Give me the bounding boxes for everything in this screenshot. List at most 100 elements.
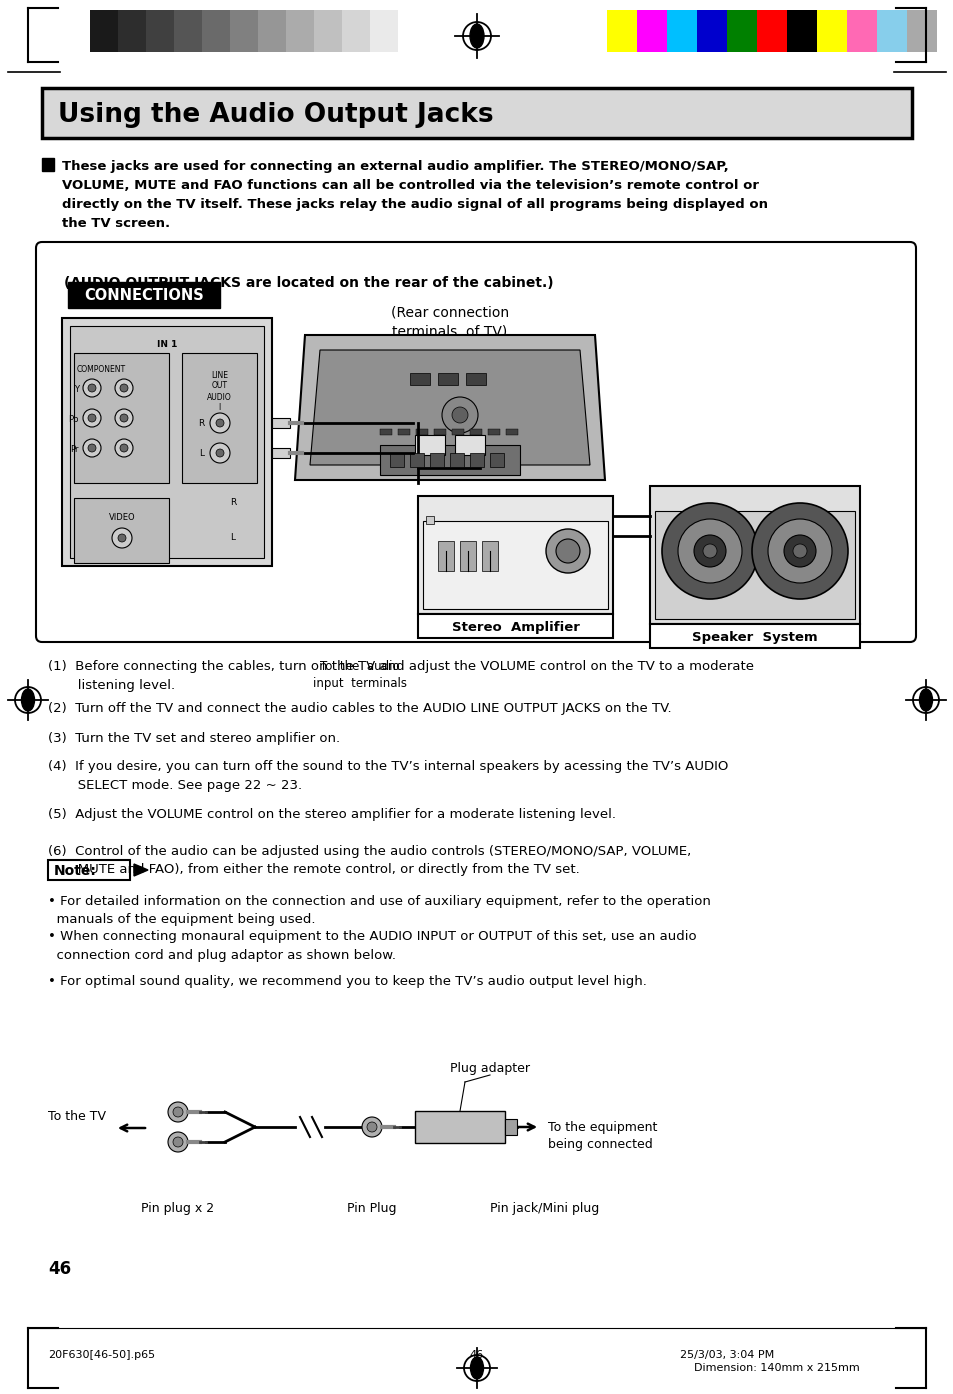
- Bar: [786, 10, 816, 52]
- Bar: [410, 453, 423, 467]
- Polygon shape: [310, 350, 589, 466]
- Circle shape: [118, 534, 126, 542]
- Circle shape: [83, 439, 101, 457]
- Circle shape: [88, 445, 96, 452]
- Circle shape: [210, 443, 230, 463]
- Bar: [379, 429, 392, 435]
- Text: LINE: LINE: [211, 371, 228, 381]
- Text: Pin plug x 2: Pin plug x 2: [141, 1202, 214, 1216]
- Bar: [62, 318, 272, 566]
- Bar: [504, 1119, 517, 1135]
- Text: OUT: OUT: [212, 381, 227, 390]
- Text: Pr: Pr: [71, 446, 79, 454]
- Bar: [666, 10, 697, 52]
- Circle shape: [83, 408, 101, 427]
- Bar: [470, 453, 483, 467]
- Circle shape: [172, 1138, 183, 1147]
- Bar: [697, 10, 726, 52]
- Circle shape: [751, 503, 847, 599]
- Text: Note:: Note:: [54, 864, 97, 878]
- Bar: [182, 353, 256, 482]
- Bar: [230, 10, 257, 52]
- Circle shape: [168, 1132, 188, 1151]
- Bar: [202, 10, 230, 52]
- Bar: [416, 429, 428, 435]
- Text: Pin jack/Mini plug: Pin jack/Mini plug: [490, 1202, 598, 1216]
- Text: 46: 46: [48, 1260, 71, 1278]
- Text: (6)  Control of the audio can be adjusted using the audio controls (STEREO/MONO/: (6) Control of the audio can be adjusted…: [48, 845, 691, 877]
- Text: Stereo  Amplifier: Stereo Amplifier: [451, 620, 578, 633]
- Circle shape: [215, 449, 224, 457]
- Circle shape: [112, 528, 132, 548]
- Bar: [341, 10, 370, 52]
- Bar: [415, 1111, 504, 1143]
- Ellipse shape: [470, 1356, 483, 1379]
- Bar: [846, 10, 876, 52]
- Bar: [272, 418, 290, 428]
- Circle shape: [83, 379, 101, 397]
- Text: (2)  Turn off the TV and connect the audio cables to the AUDIO LINE OUTPUT JACKS: (2) Turn off the TV and connect the audi…: [48, 703, 671, 715]
- Bar: [452, 429, 463, 435]
- Circle shape: [556, 539, 579, 563]
- Bar: [437, 541, 454, 572]
- Circle shape: [88, 383, 96, 392]
- Text: (4)  If you desire, you can turn off the sound to the TV’s internal speakers by : (4) If you desire, you can turn off the …: [48, 760, 727, 792]
- Text: 20F630[46-50].p65: 20F630[46-50].p65: [48, 1349, 155, 1361]
- Circle shape: [210, 413, 230, 434]
- Text: IN 1: IN 1: [156, 340, 177, 348]
- Text: To the TV: To the TV: [48, 1110, 106, 1124]
- Bar: [74, 498, 169, 563]
- Circle shape: [693, 535, 725, 567]
- Circle shape: [120, 414, 128, 422]
- Circle shape: [783, 535, 815, 567]
- Bar: [397, 10, 426, 52]
- Circle shape: [88, 414, 96, 422]
- Circle shape: [120, 383, 128, 392]
- Bar: [390, 453, 403, 467]
- Bar: [417, 613, 613, 638]
- Text: COMPONENT: COMPONENT: [77, 365, 126, 374]
- Bar: [470, 429, 481, 435]
- Bar: [726, 10, 757, 52]
- Polygon shape: [133, 864, 148, 875]
- Bar: [606, 10, 637, 52]
- Bar: [42, 88, 911, 138]
- Bar: [74, 353, 169, 482]
- Bar: [42, 158, 54, 171]
- Bar: [430, 453, 443, 467]
- Ellipse shape: [22, 689, 34, 711]
- Bar: [70, 326, 264, 558]
- Text: To  the  audio
input  terminals: To the audio input terminals: [313, 659, 407, 690]
- Bar: [314, 10, 341, 52]
- Text: Pin Plug: Pin Plug: [347, 1202, 396, 1216]
- Circle shape: [767, 519, 831, 583]
- Text: Pb: Pb: [69, 415, 79, 425]
- Bar: [90, 10, 118, 52]
- Circle shape: [120, 445, 128, 452]
- Text: I: I: [218, 403, 220, 413]
- Text: 46: 46: [470, 1349, 483, 1361]
- Bar: [876, 10, 906, 52]
- Circle shape: [792, 544, 806, 558]
- Circle shape: [172, 1107, 183, 1117]
- Circle shape: [361, 1117, 381, 1138]
- Bar: [68, 282, 220, 308]
- Bar: [455, 435, 484, 454]
- Bar: [257, 10, 286, 52]
- Circle shape: [115, 439, 132, 457]
- Bar: [655, 512, 854, 619]
- Polygon shape: [294, 335, 604, 480]
- Bar: [488, 429, 499, 435]
- Text: To the equipment
being connected: To the equipment being connected: [547, 1121, 657, 1151]
- Bar: [370, 10, 397, 52]
- Bar: [649, 487, 859, 625]
- Bar: [649, 625, 859, 648]
- Bar: [757, 10, 786, 52]
- Circle shape: [678, 519, 741, 583]
- Text: • For optimal sound quality, we recommend you to keep the TV’s audio output leve: • For optimal sound quality, we recommen…: [48, 974, 646, 988]
- Text: (5)  Adjust the VOLUME control on the stereo amplifier for a moderate listening : (5) Adjust the VOLUME control on the ste…: [48, 809, 616, 821]
- Text: (AUDIO OUTPUT JACKS are located on the rear of the cabinet.): (AUDIO OUTPUT JACKS are located on the r…: [64, 276, 553, 290]
- Text: Using the Audio Output Jacks: Using the Audio Output Jacks: [58, 102, 493, 128]
- Circle shape: [441, 397, 477, 434]
- Bar: [490, 453, 503, 467]
